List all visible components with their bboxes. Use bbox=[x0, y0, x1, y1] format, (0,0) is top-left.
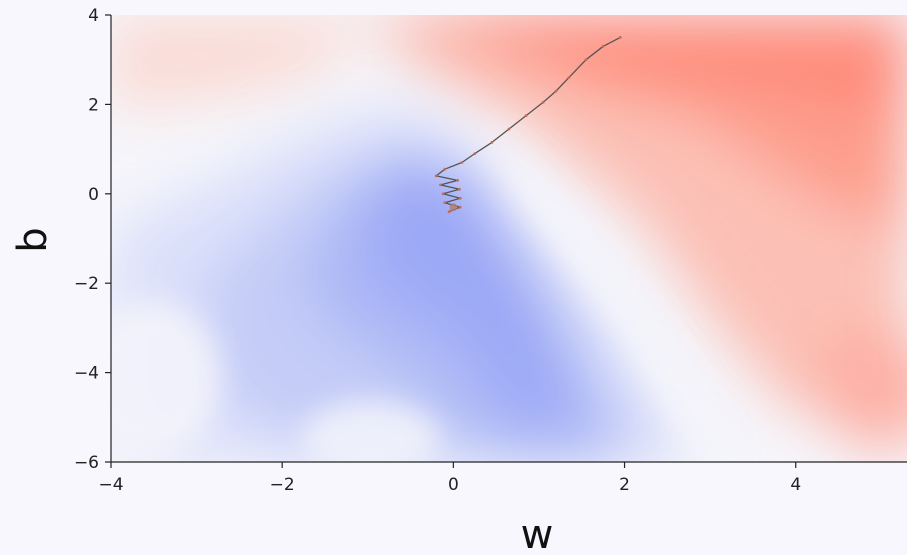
trajectory-point bbox=[584, 58, 588, 62]
trajectory-point bbox=[447, 210, 451, 214]
gradient-descent-trajectory bbox=[434, 36, 622, 214]
trajectory-point bbox=[473, 152, 477, 156]
trajectory-point bbox=[490, 141, 494, 144]
y-tick-label: −2 bbox=[74, 274, 99, 294]
low-loss-region bbox=[111, 105, 700, 462]
trajectory-point bbox=[554, 89, 558, 93]
trajectory-point bbox=[618, 36, 622, 39]
x-tick-label: −4 bbox=[98, 475, 123, 495]
trajectory-point bbox=[458, 205, 462, 209]
x-tick-label: 2 bbox=[619, 475, 630, 495]
trajectory-point bbox=[601, 44, 605, 48]
y-tick-label: 4 bbox=[88, 6, 99, 26]
x-tick-label: 0 bbox=[448, 475, 459, 495]
trajectory-point bbox=[541, 100, 545, 104]
loss-surface bbox=[111, 15, 907, 462]
trajectory-point bbox=[458, 196, 462, 200]
x-tick-label: −2 bbox=[270, 475, 295, 495]
trajectory-point bbox=[507, 127, 511, 131]
trajectory-point bbox=[460, 161, 464, 164]
minimum-marker bbox=[449, 203, 458, 212]
mid-loss-region bbox=[111, 120, 760, 462]
trajectory-point bbox=[524, 114, 528, 117]
y-tick-label: 0 bbox=[88, 185, 99, 205]
trajectory-point bbox=[456, 179, 459, 182]
trajectory-point bbox=[567, 76, 571, 79]
trajectory-point bbox=[443, 167, 447, 171]
y-tick-label: −4 bbox=[74, 364, 99, 384]
x-ticks: −4 −2 0 2 4 bbox=[98, 462, 801, 495]
y-tick-label: −6 bbox=[74, 453, 99, 473]
y-axis-label: b bbox=[10, 227, 56, 252]
trajectory-point bbox=[458, 187, 461, 191]
trajectory-point bbox=[443, 201, 447, 205]
plot-area bbox=[111, 15, 907, 462]
x-axis-label: w bbox=[521, 512, 554, 555]
y-tick-label: 2 bbox=[88, 95, 99, 115]
y-ticks: −6 −4 −2 0 2 4 bbox=[74, 6, 111, 473]
high-loss-region bbox=[111, 15, 907, 450]
trajectory-point bbox=[434, 174, 438, 178]
trajectory-point bbox=[441, 192, 445, 196]
trajectory-point bbox=[439, 183, 442, 187]
x-tick-label: 4 bbox=[790, 475, 801, 495]
